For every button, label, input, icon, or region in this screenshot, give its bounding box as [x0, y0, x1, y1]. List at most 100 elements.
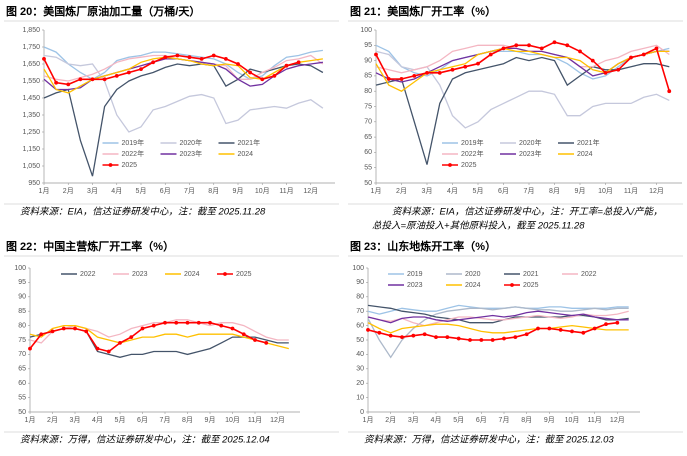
- series-marker: [28, 346, 32, 351]
- source-note: 总投入=原油投入+其他原料投入，截至 2025.11.28: [372, 221, 585, 232]
- series-marker: [412, 74, 417, 78]
- series-marker: [296, 60, 301, 65]
- series-marker: [223, 57, 228, 61]
- series-marker: [400, 335, 404, 340]
- x-tick-label: 8月: [182, 416, 193, 424]
- series-marker: [196, 320, 201, 325]
- series-marker: [163, 320, 167, 325]
- legend-label: 2025: [523, 282, 539, 289]
- series-marker: [578, 49, 582, 54]
- x-tick-label: 3月: [70, 416, 81, 424]
- series-marker: [604, 322, 608, 327]
- y-tick-label: 95: [364, 42, 372, 49]
- legend-label: 2019年: [461, 138, 484, 147]
- series-marker: [114, 74, 119, 78]
- legend-label: 2020年: [519, 138, 542, 147]
- y-tick-label: 50: [364, 180, 372, 187]
- x-tick-label: 7月: [184, 187, 195, 195]
- series-marker: [570, 329, 574, 334]
- series-marker: [248, 70, 253, 75]
- series-line: [29, 319, 289, 344]
- y-tick-label: 90: [18, 294, 26, 301]
- series-marker: [208, 320, 212, 325]
- source-note: 资料来源：万得，信达证券研发中心，注：截至 2025.12.04: [20, 434, 270, 446]
- y-tick-label: 1,350: [22, 112, 40, 119]
- chart-title: 图 23：山东地炼开工率（%）: [350, 239, 496, 253]
- x-tick-label: 9月: [233, 187, 244, 195]
- legend-label: 2021年: [238, 138, 261, 147]
- x-tick-label: 9月: [575, 187, 586, 195]
- series-marker: [54, 80, 59, 85]
- y-tick-label: 70: [356, 308, 364, 315]
- x-tick-label: 11月: [624, 187, 638, 195]
- series-line: [29, 327, 289, 358]
- series-line: [43, 63, 324, 177]
- y-tick-label: 1,650: [22, 61, 40, 68]
- x-tick-label: 10月: [565, 416, 580, 424]
- y-tick-label: 1,050: [22, 163, 40, 170]
- legend-marker: [108, 163, 113, 167]
- series-marker: [163, 55, 168, 60]
- x-tick-label: 6月: [137, 416, 148, 424]
- x-tick-label: 6月: [476, 416, 487, 424]
- x-tick-label: 10月: [255, 187, 270, 195]
- series-marker: [73, 326, 77, 331]
- series-line: [43, 56, 323, 94]
- y-tick-label: 90: [364, 57, 372, 64]
- series-marker: [581, 330, 586, 335]
- series-marker: [547, 326, 552, 331]
- y-tick-label: 0: [360, 409, 364, 416]
- series-marker: [187, 55, 192, 60]
- y-tick-label: 1,150: [22, 146, 40, 153]
- x-tick-label: 8月: [549, 187, 560, 195]
- y-tick-label: 60: [18, 380, 26, 387]
- legend-label: 2022年: [122, 149, 145, 158]
- source-note: 资料来源：万得，信达证券研发中心，注：截至 2025.12.03: [364, 434, 614, 446]
- y-tick-label: 80: [356, 294, 364, 301]
- legend-label: 2024: [238, 151, 254, 158]
- y-tick-label: 85: [18, 308, 26, 315]
- y-tick-label: 950: [28, 180, 40, 187]
- legend-label: 2023: [407, 282, 423, 289]
- legend-label: 2022: [581, 271, 597, 278]
- series-marker: [253, 338, 257, 342]
- legend-label: 2024: [465, 282, 481, 289]
- series-marker: [366, 328, 370, 332]
- legend-label: 2022年: [461, 149, 484, 158]
- series-marker: [386, 77, 391, 81]
- y-tick-label: 100: [352, 265, 364, 272]
- series-marker: [284, 63, 289, 68]
- series-marker: [241, 332, 246, 337]
- series-marker: [558, 328, 563, 332]
- y-tick-label: 10: [356, 394, 364, 401]
- series-marker: [211, 53, 216, 58]
- series-marker: [61, 326, 66, 331]
- y-tick-label: 1,450: [22, 95, 40, 102]
- y-tick-label: 80: [18, 322, 26, 329]
- x-tick-label: 4月: [111, 187, 122, 195]
- y-tick-label: 80: [364, 88, 372, 95]
- x-tick-label: 1月: [25, 416, 36, 424]
- x-tick-label: 1月: [371, 187, 382, 195]
- y-tick-label: 55: [364, 165, 372, 172]
- y-tick-label: 90: [356, 279, 364, 286]
- series-marker: [175, 53, 180, 58]
- chart-title: 图 20：美国炼厂原油加工量（万桶/天）: [6, 4, 200, 18]
- series-marker: [84, 329, 89, 334]
- y-tick-label: 70: [18, 351, 26, 358]
- series-line: [375, 56, 670, 165]
- x-tick-label: 2月: [63, 187, 74, 195]
- legend-label: 2019: [407, 271, 423, 278]
- x-tick-label: 9月: [205, 416, 216, 424]
- y-tick-label: 40: [356, 351, 364, 358]
- y-tick-label: 95: [18, 279, 26, 286]
- series-marker: [513, 335, 518, 340]
- legend-label: 2021: [523, 271, 539, 278]
- legend-label: 2024: [184, 271, 200, 278]
- legend-label: 2024: [577, 151, 593, 158]
- x-tick-label: 6月: [498, 187, 509, 195]
- series-marker: [411, 333, 416, 338]
- series-marker: [514, 43, 519, 48]
- series-marker: [260, 77, 265, 82]
- y-tick-label: 20: [356, 380, 364, 387]
